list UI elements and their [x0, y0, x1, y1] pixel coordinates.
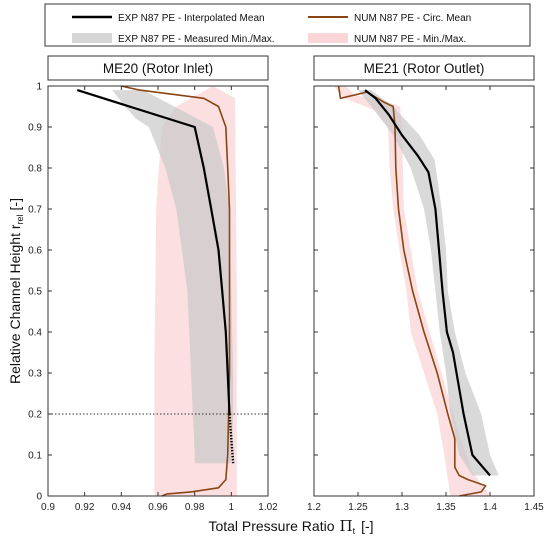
panel-1-lines [48, 85, 268, 497]
panel-2-ticks: 1.2 1.25 1.3 1.35 1.4 1.45 [307, 85, 544, 513]
panel-1-title: ME20 (Rotor Inlet) [47, 55, 269, 81]
x-tick-label: 1.3 [395, 502, 409, 513]
y-tick-label: 0.7 [28, 205, 42, 216]
x-tick-label: 1.2 [307, 502, 321, 513]
y-tick-label: 0.2 [28, 410, 42, 421]
x-tick-label: 0.92 [75, 502, 95, 513]
panel-2-title-text: ME21 (Rotor Outlet) [364, 61, 485, 76]
exp-minmax-band-panel-2 [358, 90, 499, 476]
y-tick-label: 0 [36, 492, 42, 503]
panel-1-title-text: ME20 (Rotor Inlet) [103, 61, 213, 76]
x-tick-label: 1.25 [348, 502, 368, 513]
x-axis-label-sub: t [353, 526, 356, 536]
x-axis-label-unit: [-] [361, 518, 373, 534]
x-tick-label: 1.35 [436, 502, 456, 513]
y-tick-label: 0.1 [28, 451, 42, 462]
legend: EXP N87 PE - Interpolated Mean EXP N87 P… [44, 3, 531, 47]
num-circ-mean-line-panel-2 [337, 85, 487, 497]
exp-mean-extrapolated-line-panel-1 [228, 413, 235, 464]
x-tick-label: 0.94 [112, 502, 132, 513]
y-axis-label-sub: rel [15, 214, 25, 224]
legend-label-num-band: NUM N87 PE - Min./Max. [354, 34, 466, 45]
legend-frame [44, 3, 531, 47]
y-tick-label: 0.4 [28, 328, 42, 339]
num-minmax-band-panel-2 [333, 86, 490, 496]
x-axis-label-symbol: Π [340, 517, 353, 535]
y-axis-label-main: Relative Channel Height r [7, 224, 23, 384]
panel-1-bands [112, 86, 237, 496]
exp-mean-line-panel-2 [364, 89, 491, 477]
x-tick-label: 1.02 [258, 502, 278, 513]
y-tick-label: 0.6 [28, 246, 42, 257]
x-tick-label: 1.45 [524, 502, 544, 513]
x-tick-label: 0.96 [148, 502, 168, 513]
legend-label-exp-band: EXP N87 PE - Measured Min./Max. [118, 34, 275, 45]
y-axis-label-unit: [-] [7, 198, 23, 210]
exp-minmax-band-panel-1 [112, 90, 234, 464]
panel-1-title-box [47, 55, 269, 81]
y-tick-label: 0.9 [28, 123, 42, 134]
y-tick-label: 0.3 [28, 369, 42, 380]
y-tick-label: 1 [36, 82, 42, 93]
panel-2-title: ME21 (Rotor Outlet) [313, 55, 535, 81]
legend-swatch-exp-band [72, 33, 112, 43]
x-tick-label: 0.9 [41, 502, 55, 513]
panel-2-title-box [313, 55, 535, 81]
legend-label-num-mean: NUM N87 PE - Circ. Mean [354, 13, 471, 24]
y-axis-label: Relative Channel Height rrel [-] [7, 198, 25, 384]
panel-1-ticks: 0.9 0.92 0.94 0.96 0.98 1 1.02 0 0.1 0.2 0.3 0.4 0.5… [28, 82, 278, 514]
x-tick-label: 1.4 [483, 502, 497, 513]
x-tick-label: 1 [229, 502, 235, 513]
x-axis-label-main: Total Pressure Ratio [208, 518, 334, 534]
panel-2-lines [337, 85, 491, 497]
x-axis-label: Total Pressure Ratio Πt [-] [208, 517, 373, 536]
legend-swatch-num-band [308, 33, 348, 43]
panel-rotor-outlet: 1.2 1.25 1.3 1.35 1.4 1.45 [307, 85, 544, 513]
panel-2-bands [333, 86, 499, 496]
exp-mean-line-panel-1 [76, 89, 231, 415]
legend-label-exp-mean: EXP N87 PE - Interpolated Mean [118, 13, 265, 24]
y-tick-label: 0.8 [28, 164, 42, 175]
panel-rotor-inlet: 0.9 0.92 0.94 0.96 0.98 1 1.02 0 0.1 0.2 0.3 0.4 0.5… [28, 82, 278, 514]
x-tick-label: 0.98 [185, 502, 205, 513]
y-tick-label: 0.5 [28, 287, 42, 298]
num-circ-mean-line-panel-1 [121, 85, 231, 497]
